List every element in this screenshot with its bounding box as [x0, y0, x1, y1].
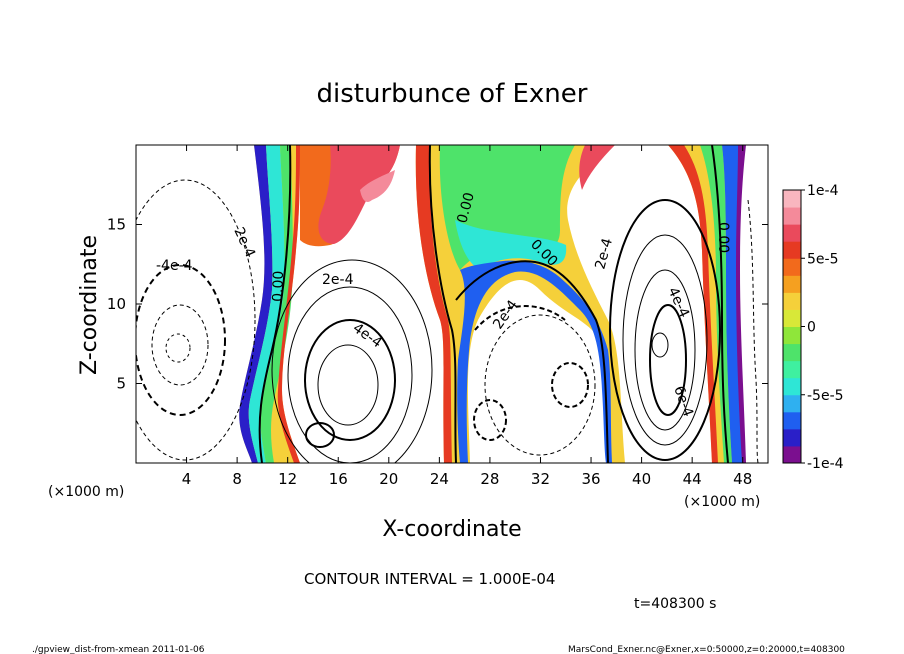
contour-pos-2	[287, 286, 413, 463]
colorbar-swatch	[783, 360, 801, 379]
x-tick-label: 28	[480, 470, 499, 488]
x-tick-label: 20	[379, 470, 398, 488]
contour-neg-8	[474, 305, 566, 331]
color-band-3-purple	[736, 145, 746, 463]
colorbar-swatch	[783, 224, 801, 242]
x-tick-label: 4	[182, 470, 192, 488]
colorbar-tick-label: 5e-5	[807, 251, 838, 267]
footer-right: MarsCond_Exner.nc@Exner,x=0:50000,z=0:20…	[568, 645, 845, 654]
colorbar-swatch	[783, 326, 801, 345]
x-tick-label: 24	[430, 470, 449, 488]
x-tick-label: 48	[733, 470, 752, 488]
colorbar-swatch	[783, 207, 801, 225]
colorbar-tick-label: 1e-4	[807, 183, 839, 199]
colorbar-tick-label: 0	[807, 320, 816, 336]
contour-neg-6	[551, 362, 589, 408]
y-tick-label: 5	[116, 375, 126, 393]
contour-neg-7	[473, 399, 507, 441]
contour-pos-8	[634, 269, 696, 431]
x-unit-left: (×1000 m)	[48, 484, 124, 500]
color-arch-tip	[579, 145, 615, 190]
contour-zero-1	[258, 145, 292, 463]
y-tick-label: 10	[107, 295, 126, 313]
x-tick-label: 44	[683, 470, 702, 488]
color-band-1-red	[277, 145, 300, 463]
x-axis: 4 8 12 16 20 24 28 32 36 40 44 48	[182, 145, 752, 488]
colorbar-swatch	[783, 428, 801, 447]
contour-pos-6	[609, 199, 721, 461]
color-arch-orange	[415, 145, 452, 463]
x-tick-label: 40	[632, 470, 651, 488]
contour-layer	[136, 145, 759, 463]
contour-pos-3	[271, 259, 433, 463]
colorbar-swatch	[783, 275, 801, 293]
x-unit-right: (×1000 m)	[684, 494, 760, 510]
colorbar-swatch	[783, 241, 801, 259]
colorbar-swatch	[783, 292, 801, 310]
colorbar-swatch	[783, 343, 801, 362]
contour-pos-1	[304, 319, 396, 441]
colorbar-swatch	[783, 394, 801, 413]
color-blob-tip	[360, 170, 395, 202]
contour-label: 2e-4	[322, 272, 354, 288]
contour-interval: CONTOUR INTERVAL = 1.000E-04	[304, 570, 555, 588]
colorbar: 1e-4 5e-5 0 -5e-5 -1e-4	[782, 183, 844, 472]
contour-neg-5	[484, 314, 596, 456]
contour-neg-2	[136, 264, 226, 416]
contour-label: 2e-4	[592, 236, 616, 271]
contour-pos-7	[622, 234, 708, 446]
colorbar-swatch	[783, 445, 801, 464]
contour-zero-3	[711, 145, 729, 463]
colorbar-tick-label: -1e-4	[807, 456, 844, 472]
colorbar-swatch	[783, 258, 801, 276]
contour-pos-9	[649, 304, 687, 416]
x-tick-label: 32	[531, 470, 550, 488]
y-tick-label: 15	[107, 216, 126, 234]
y-axis: 5 10 15	[107, 216, 768, 393]
contour-pos-10	[651, 332, 669, 358]
contour-neg-3	[136, 179, 256, 461]
contour-label: 0.00	[270, 270, 287, 302]
x-tick-label: 16	[329, 470, 348, 488]
color-band-1-green	[260, 145, 293, 463]
color-arch-blue	[457, 260, 612, 463]
chart-title: disturbunce of Exner	[317, 79, 588, 109]
x-tick-label: 12	[278, 470, 297, 488]
y-axis-label: Z-coordinate	[77, 235, 102, 375]
contour-label: -4e-4	[156, 258, 193, 274]
color-blob-upper-left-pink	[318, 145, 400, 244]
contour-neg-1	[151, 304, 209, 386]
colorbar-swatch	[783, 411, 801, 430]
colorbar-tick-label: -5e-5	[807, 388, 844, 404]
contour-zero-arch	[428, 145, 609, 463]
contour-neg-4	[165, 333, 191, 363]
color-arch-cyan	[455, 220, 567, 270]
contour-label: 0.00	[715, 222, 731, 253]
color-band-3-red	[668, 145, 718, 463]
contour-pos-5	[305, 422, 335, 448]
colorbar-swatch	[783, 377, 801, 396]
contour-label: 0.00	[454, 191, 478, 225]
contour-pos-4	[317, 344, 379, 426]
colorbar-swatch	[783, 309, 801, 327]
footer-left: ./gpview_dist-from-xmean 2011-01-06	[32, 645, 205, 654]
x-tick-label: 8	[232, 470, 242, 488]
x-axis-label: X-coordinate	[382, 517, 521, 542]
colorbar-swatch	[783, 190, 801, 208]
x-tick-label: 36	[581, 470, 600, 488]
color-band-1-cyan	[248, 145, 285, 463]
time-label: t=408300 s	[634, 596, 716, 612]
